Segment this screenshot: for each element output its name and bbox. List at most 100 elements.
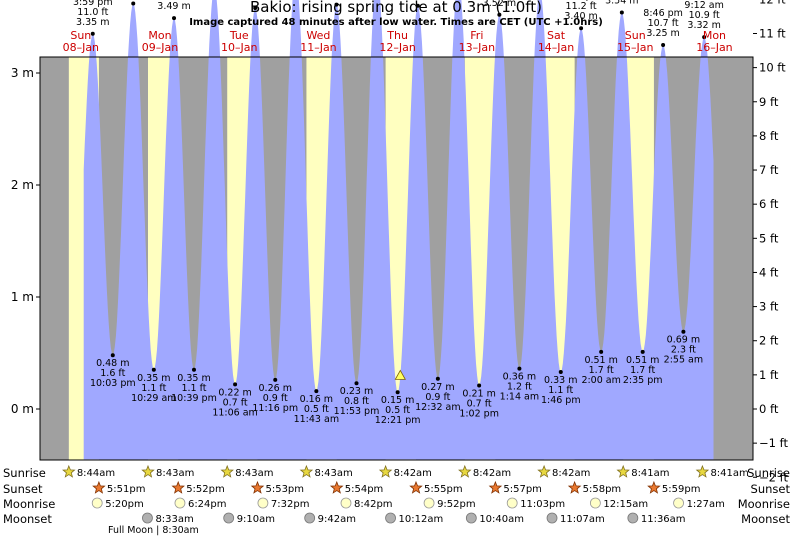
low-tide-label: 1.7 ft [630, 365, 655, 376]
row-label-right: Sunset [751, 482, 791, 496]
low-tide-label: 0.36 m [503, 372, 536, 383]
sunset-icon [647, 480, 661, 494]
sunrise-time: 8:44am [77, 468, 115, 479]
moonset-icon [385, 512, 396, 524]
low-tide-label: 0.16 m [300, 394, 333, 405]
moonset-time: 8:33am [155, 514, 193, 525]
low-tide-label: 1.2 ft [507, 382, 532, 393]
moonrise-time: 9:52pm [437, 499, 476, 510]
sunset-icon [567, 480, 582, 494]
right-axis-tick-label: 1 ft [759, 368, 779, 382]
high-tide-label: 3:59 pm [73, 0, 113, 8]
row-label-right: Moonrise [738, 497, 790, 511]
moonrise-icon [174, 497, 186, 509]
moonrise-icon [340, 497, 352, 509]
moonset-time: 11:07am [560, 514, 605, 525]
moonrise-icon [257, 497, 269, 509]
low-tide-label: 11:43 am [294, 414, 339, 425]
low-tide-label: 0.26 m [259, 383, 292, 394]
moonset-icon [627, 512, 639, 524]
sunset-time: 5:54pm [345, 484, 384, 495]
sunrise-icon [616, 464, 630, 478]
moonset-time: 9:10am [237, 514, 275, 525]
date-dow: Sun [625, 29, 646, 42]
moonset-icon [465, 512, 477, 524]
extreme-point [172, 16, 177, 21]
date-label: 12–Jan [379, 41, 415, 54]
date-label: 11–Jan [300, 41, 336, 54]
moonrise-icon [673, 497, 684, 509]
low-tide-label: 11:16 pm [252, 403, 298, 414]
low-tide-label: 0.35 m [137, 373, 170, 384]
extreme-point [395, 390, 400, 395]
chart-axes: 0 m1 m2 m3 m4 m−2 ft−1 ft0 ft1 ft2 ft3 f… [11, 0, 789, 484]
extreme-point [640, 349, 645, 354]
date-label: 09–Jan [142, 41, 178, 54]
moonrise-time: 7:32pm [271, 499, 310, 510]
low-tide-label: 11:53 pm [334, 406, 380, 417]
right-axis-tick-label: 0 ft [759, 402, 779, 416]
sunrise-time: 8:43am [156, 468, 194, 479]
low-tide-label: 1.7 ft [589, 365, 614, 376]
sunset-time: 5:57pm [503, 484, 542, 495]
date-dow: Thu [386, 29, 408, 42]
high-tide-label: 11.2 ft [566, 1, 597, 12]
moonrise-time: 5:20pm [105, 499, 144, 510]
sunrise-time: 8:41am [710, 468, 748, 479]
extreme-point [619, 10, 624, 15]
low-tide-label: 0.9 ft [425, 392, 450, 403]
high-tide-label: 3.35 m [76, 17, 109, 28]
date-dow: Mon [703, 29, 726, 42]
right-axis-tick-label: 2 ft [759, 334, 779, 348]
date-label: 15–Jan [617, 41, 653, 54]
sunrise-time: 8:43am [235, 468, 273, 479]
sunset-time: 5:59pm [662, 484, 701, 495]
moonset-icon [304, 512, 316, 524]
date-dow: Tue [229, 29, 249, 42]
extreme-point [354, 381, 359, 386]
extreme-point [497, 12, 502, 17]
tide-area [83, 0, 714, 460]
row-label-right: Sunrise [747, 466, 790, 480]
sunrise-icon [62, 464, 76, 478]
sunrise-icon [537, 464, 551, 478]
low-tide-label: 1.1 ft [548, 385, 573, 396]
date-dow: Fri [470, 29, 483, 42]
low-tide-label: 1.1 ft [141, 383, 166, 394]
right-axis-tick-label: 10 ft [759, 61, 786, 75]
moonset-time: 10:12am [399, 514, 444, 525]
low-tide-label: 1:46 pm [541, 395, 581, 406]
extreme-point [599, 349, 604, 354]
low-tide-label: 0.69 m [667, 335, 700, 346]
extreme-point [702, 35, 707, 40]
current-time-marker [394, 369, 406, 380]
extreme-point [477, 383, 482, 388]
extreme-point [558, 370, 563, 375]
high-tide-label: 3.32 m [687, 20, 720, 31]
right-axis-tick-label: 3 ft [759, 300, 779, 314]
moonrise-icon [506, 497, 518, 509]
low-tide-label: 1:02 pm [459, 408, 499, 419]
low-tide-label: 2.3 ft [671, 345, 696, 356]
low-tide-label: 0.22 m [218, 387, 251, 398]
high-tide-label: 9:12 am [684, 0, 723, 11]
moonset-icon [546, 512, 558, 524]
extreme-point [334, 2, 339, 7]
high-tide-label: 3.49 m [157, 1, 190, 12]
moonrise-time: 8:42pm [354, 499, 393, 510]
extreme-point [661, 43, 666, 47]
date-dow: Wed [306, 29, 330, 42]
sunset-icon [329, 480, 344, 494]
low-tide-label: 11:06 am [212, 407, 257, 418]
low-tide-label: 2:35 pm [623, 375, 663, 386]
sunrise-icon [458, 464, 472, 478]
plot-frame [39, 56, 754, 461]
date-dow: Sat [547, 29, 566, 42]
low-tide-label: 0.51 m [584, 355, 617, 366]
tide-water-area [83, 0, 714, 460]
low-tide-label: 0.8 ft [344, 396, 369, 407]
low-tide-label: 0.7 ft [467, 398, 492, 409]
date-label: 16–Jan [696, 41, 732, 54]
